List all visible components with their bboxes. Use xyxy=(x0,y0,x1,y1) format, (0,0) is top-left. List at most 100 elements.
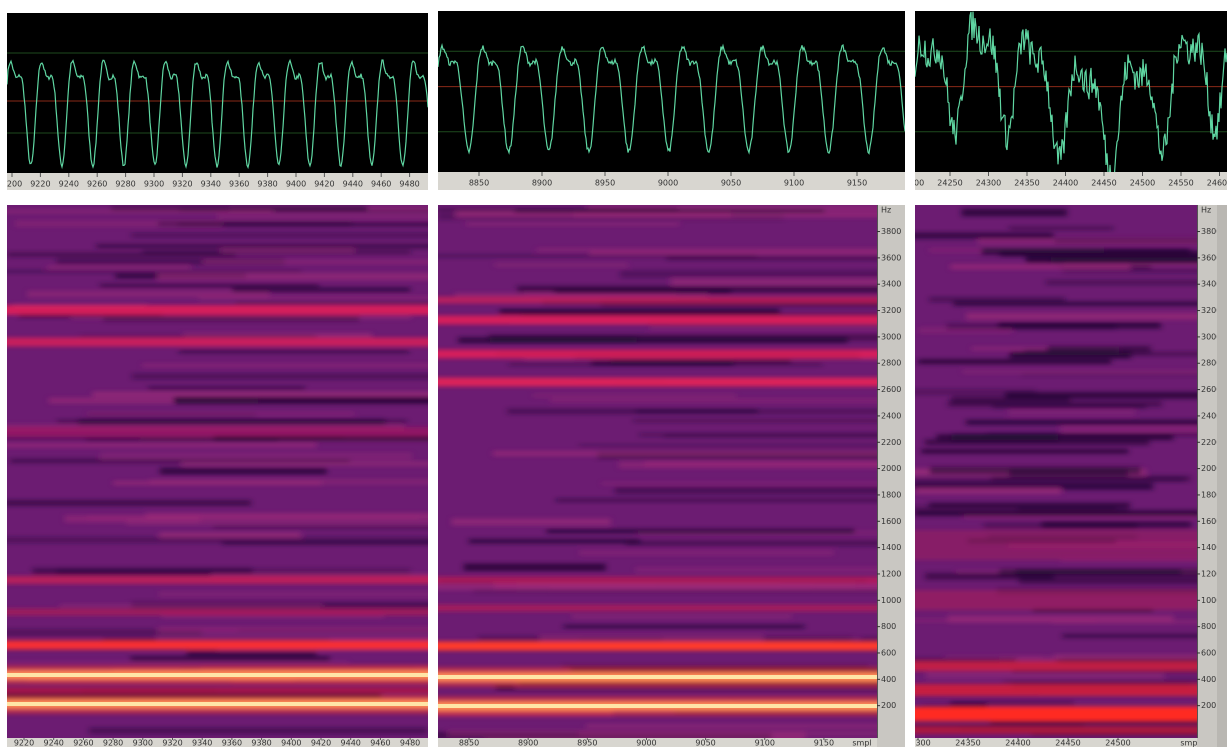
spectrogram-streak xyxy=(92,391,428,397)
frequency-tick-label: 200 xyxy=(881,701,896,710)
frequency-tick-label: 600 xyxy=(881,648,896,657)
spectrogram-streak xyxy=(473,589,877,593)
spectrogram-streak xyxy=(1015,569,1182,575)
frequency-tick-label: 1800 xyxy=(881,490,901,499)
spectrogram-time-ruler xyxy=(438,738,877,747)
spectrogram-band xyxy=(7,576,428,584)
spectrogram-streak xyxy=(149,479,428,485)
time-tick-label: 9460 xyxy=(370,739,390,747)
frequency-tick-label: 3400 xyxy=(1201,280,1221,289)
spectrogram-streak xyxy=(915,482,1153,490)
spectrogram-band xyxy=(7,640,428,650)
spectrogram-streak xyxy=(1018,576,1197,584)
frequency-tick-label: 800 xyxy=(881,622,896,631)
spectrogram-streak xyxy=(159,532,301,539)
time-tick-label: 9480 xyxy=(400,739,420,747)
spectrogram-streak xyxy=(1061,426,1197,433)
spectrogram-streak xyxy=(539,634,764,643)
waveform xyxy=(438,43,905,155)
spectrogram-streak xyxy=(7,629,203,637)
time-unit: smpl xyxy=(852,739,871,747)
spectrogram-streak xyxy=(950,264,1131,270)
time-tick-label: 9050 xyxy=(721,179,741,188)
frequency-tick-label: 3000 xyxy=(1201,332,1221,341)
frequency-tick-label: 2800 xyxy=(881,359,901,368)
spectrogram-streak xyxy=(589,250,877,255)
time-tick-label: 24200 xyxy=(899,179,924,188)
spectrogram-streak xyxy=(614,486,877,495)
spectrogram-streak xyxy=(1050,258,1197,264)
frequency-tick-label: 2600 xyxy=(881,385,901,394)
time-tick-label: 24400 xyxy=(1053,179,1078,188)
spectrogram-streak xyxy=(1062,268,1197,274)
spectrogram-streak xyxy=(986,433,1197,436)
spectrogram-band-core xyxy=(7,673,428,677)
time-tick-label: 9150 xyxy=(814,739,834,747)
spectrogram-streak xyxy=(158,591,428,598)
spectrogram-streak xyxy=(578,730,877,737)
frequency-tick-label: 2000 xyxy=(1201,464,1221,473)
time-tick-label: 9100 xyxy=(755,739,775,747)
frequency-tick-label: 3600 xyxy=(1201,253,1221,262)
frequency-tick-label: 2000 xyxy=(881,464,901,473)
time-tick-label: 24350 xyxy=(955,739,980,747)
spectrogram-streak xyxy=(649,322,877,331)
spectrogram-streak xyxy=(203,260,428,264)
time-tick-label: 9300 xyxy=(144,180,164,189)
frequency-unit: Hz xyxy=(1201,206,1211,215)
spectrogram-streak xyxy=(532,393,737,398)
spectrogram-band xyxy=(7,337,428,347)
spectrogram-streak xyxy=(89,727,428,734)
time-tick-label: 9340 xyxy=(192,739,212,747)
spectrogram-streak xyxy=(99,283,319,288)
spectrogram-streak xyxy=(587,205,877,211)
frequency-tick-label: 1000 xyxy=(881,596,901,605)
frequency-tick-label: 3000 xyxy=(881,332,901,341)
spectrogram-streak xyxy=(922,704,1197,708)
spectrogram-band xyxy=(438,604,877,612)
spectrogram-band-core xyxy=(7,702,428,706)
waveform-view: 24200 24250 24300 24350 24400 24450 24500 24550… xyxy=(899,11,1227,190)
waveform-background xyxy=(7,13,428,173)
spectrogram-band xyxy=(438,377,877,387)
spectrogram-streak xyxy=(131,373,428,380)
spectrogram-band xyxy=(7,688,428,692)
time-tick-label: 24450 xyxy=(1091,179,1116,188)
frequency-tick-label: 2200 xyxy=(1201,438,1221,447)
spectrogram-streak xyxy=(915,477,1184,482)
time-tick-label: 8850 xyxy=(469,179,489,188)
spectrogram-streak xyxy=(514,209,825,213)
spectrogram-streak xyxy=(571,615,792,618)
spectrogram-streak xyxy=(468,538,640,544)
time-tick-label: 8900 xyxy=(532,179,552,188)
spectrogram-streak xyxy=(620,270,877,278)
frequency-tick-label: 3800 xyxy=(1201,227,1221,236)
spectrogram-band xyxy=(438,296,877,304)
spectrogram-streak xyxy=(971,346,1120,351)
spectrogram-streak xyxy=(524,292,708,297)
waveform xyxy=(915,11,1227,187)
time-tick-label: 9220 xyxy=(30,180,50,189)
spectrogram-streak xyxy=(950,395,1071,404)
spectrogram-streak xyxy=(579,444,877,448)
spectrogram-streak xyxy=(561,665,869,668)
spectrogram-band xyxy=(438,315,877,325)
time-tick-label: 9400 xyxy=(286,180,306,189)
waveform-time-ruler xyxy=(438,172,905,190)
spectrogram-band xyxy=(915,530,1197,560)
spectrogram-streak xyxy=(488,334,877,341)
spectrogram-streak xyxy=(928,502,1130,508)
spectrogram-streak xyxy=(10,458,351,464)
spectrogram-streak xyxy=(947,615,1174,623)
spectrogram-streak xyxy=(7,536,428,543)
waveform-view: 8850 8900 8950 9000 9050 9100 9150 xyxy=(438,11,905,190)
frequency-tick-label: 1200 xyxy=(1201,569,1221,578)
spectrogram-streak xyxy=(7,443,317,448)
spectrogram-streak xyxy=(1062,633,1197,638)
frequency-tick-label: 3400 xyxy=(881,280,901,289)
time-tick-label: 9000 xyxy=(658,179,678,188)
time-tick-label: 24500 xyxy=(1130,179,1155,188)
spectrogram-streak xyxy=(438,254,757,258)
spectrogram-streak xyxy=(618,461,877,469)
spectrogram-streak xyxy=(921,448,1129,454)
